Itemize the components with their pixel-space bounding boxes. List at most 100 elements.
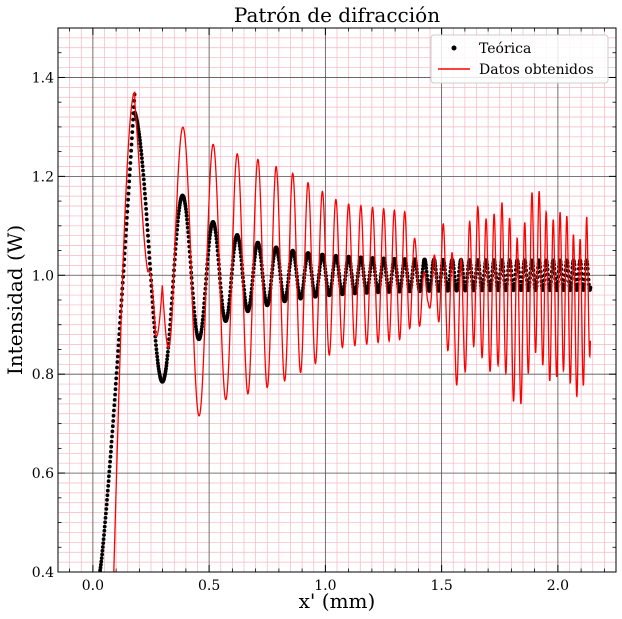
- teorica-point: [226, 308, 231, 312]
- teorica-point: [140, 164, 145, 169]
- teorica-point: [214, 233, 219, 238]
- teorica-point: [140, 160, 145, 165]
- teorica-point: [156, 361, 160, 366]
- teorica-point: [99, 559, 104, 564]
- teorica-point: [154, 347, 159, 352]
- teorica-point: [185, 221, 190, 226]
- teorica-point: [139, 152, 144, 157]
- teorica-point: [110, 424, 115, 429]
- x-axis-label: x' (mm): [299, 589, 376, 613]
- teorica-point: [221, 308, 225, 313]
- teorica-point: [243, 298, 248, 303]
- teorica-point: [106, 479, 111, 483]
- teorica-point: [128, 155, 133, 159]
- teorica-point: [200, 321, 205, 326]
- teorica-point: [144, 217, 149, 222]
- legend-marker-teorica: [451, 45, 457, 51]
- teorica-point: [185, 225, 190, 230]
- teorica-point: [208, 233, 212, 238]
- teorica-point: [117, 337, 121, 342]
- teorica-point: [109, 449, 113, 454]
- legend-label-teorica: Teórica: [479, 41, 531, 57]
- x-tick-label: 2.0: [547, 578, 569, 594]
- teorica-point: [105, 488, 110, 493]
- teorica-point: [106, 484, 111, 488]
- teorica-point: [153, 339, 158, 343]
- teorica-point: [155, 358, 160, 362]
- teorica-point: [425, 273, 429, 278]
- x-tick-label: 0.0: [82, 578, 104, 594]
- teorica-point: [107, 474, 111, 479]
- teorica-point: [201, 310, 206, 314]
- teorica-point: [147, 250, 152, 255]
- minor-grid: [58, 27, 617, 573]
- teorica-point: [105, 498, 109, 502]
- teorica-point: [126, 197, 130, 202]
- teorica-point: [226, 305, 231, 309]
- x-tick-label: 1.0: [314, 578, 336, 594]
- teorica-point: [113, 387, 118, 392]
- teorica-point: [103, 516, 108, 520]
- teorica-point: [110, 429, 115, 434]
- teorica-point: [130, 130, 135, 135]
- teorica-point: [237, 244, 242, 249]
- teorica-point: [154, 351, 159, 355]
- teorica-point: [108, 454, 113, 459]
- teorica-point: [144, 212, 149, 217]
- teorica-point: [115, 360, 120, 364]
- teorica-point: [113, 392, 117, 397]
- teorica-point: [140, 156, 144, 161]
- teorica-point: [176, 215, 181, 220]
- teorica-point: [124, 221, 129, 226]
- teorica-point: [146, 239, 151, 244]
- teorica-point: [141, 177, 146, 182]
- teorica-point: [164, 363, 169, 368]
- teorica-point: [137, 132, 142, 137]
- teorica-point: [267, 295, 272, 300]
- legend-label-datos: Datos obtenidos: [479, 62, 594, 78]
- teorica-point: [102, 533, 106, 537]
- teorica-point: [114, 371, 119, 375]
- teorica-point: [147, 256, 152, 260]
- teorica-point: [126, 191, 131, 196]
- teorica-point: [185, 217, 189, 222]
- teorica-point: [141, 173, 146, 177]
- teorica-point: [213, 230, 218, 235]
- teorica-point: [107, 469, 112, 474]
- teorica-point: [165, 357, 170, 362]
- teorica-point: [141, 168, 145, 173]
- teorica-point: [128, 161, 133, 165]
- y-tick-label: 1.0: [32, 268, 54, 284]
- teorica-point: [214, 237, 219, 241]
- y-tick-label: 0.4: [32, 565, 54, 581]
- teorica-point: [110, 434, 114, 439]
- teorica-point: [143, 201, 148, 206]
- teorica-point: [125, 209, 130, 214]
- teorica-point: [424, 262, 428, 267]
- teorica-point: [101, 541, 106, 545]
- teorica-point: [114, 376, 119, 381]
- teorica-point: [111, 413, 116, 418]
- legend-box: [430, 34, 609, 84]
- teorica-point: [258, 249, 262, 254]
- teorica-point: [98, 565, 103, 570]
- teorica-point: [193, 321, 198, 326]
- teorica-point: [143, 196, 148, 201]
- teorica-point: [125, 215, 129, 220]
- teorica-point: [146, 233, 150, 238]
- y-tick-label: 0.6: [32, 466, 54, 482]
- teorica-point: [100, 545, 105, 549]
- series-teorica: [98, 92, 593, 573]
- teorica-point: [200, 324, 204, 329]
- teorica-point: [232, 244, 237, 249]
- teorica-point: [248, 297, 253, 302]
- teorica-point: [164, 366, 168, 371]
- teorica-point: [588, 285, 593, 290]
- teorica-point: [145, 222, 150, 227]
- teorica-point: [109, 444, 114, 449]
- teorica-point: [146, 244, 151, 249]
- teorica-point: [112, 408, 116, 413]
- teorica-point: [99, 562, 103, 567]
- teorica-point: [112, 398, 117, 402]
